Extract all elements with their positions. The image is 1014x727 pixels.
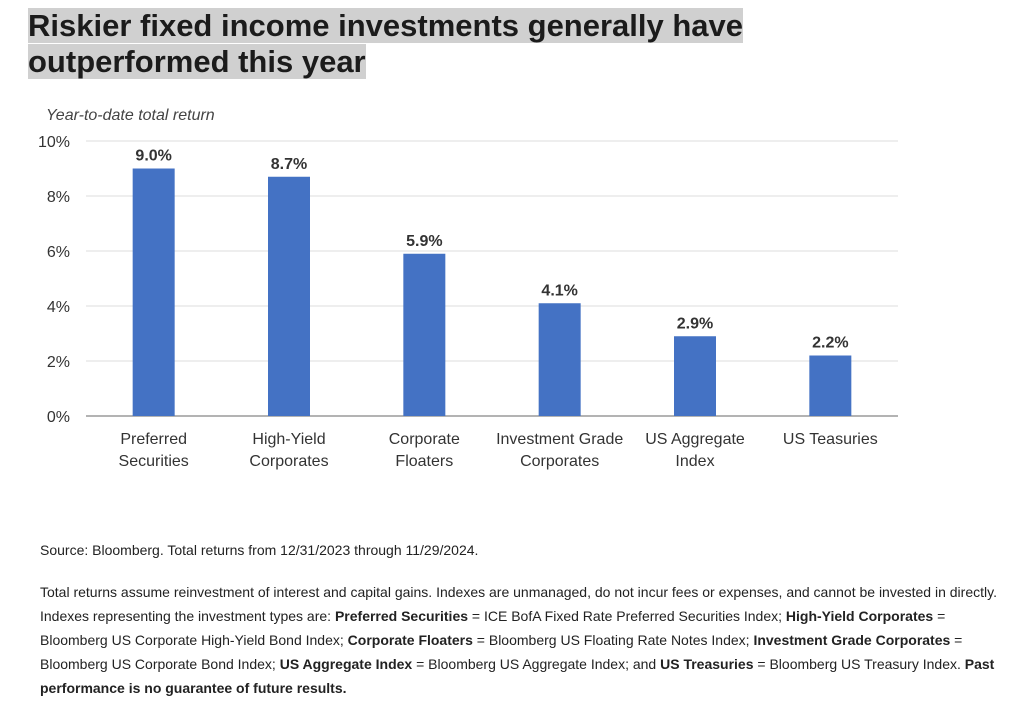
- value-labels: 9.0% 8.7% 5.9% 4.1% 2.9% 2.2%: [135, 148, 848, 352]
- bar: [538, 303, 581, 416]
- x-tick-label: Investment Grade: [496, 431, 623, 448]
- disclaimer-text: = Bloomberg US Corporate Bond Index;: [40, 632, 963, 672]
- bar: [403, 253, 446, 416]
- x-tick-label: US Teasuries: [783, 431, 878, 448]
- y-tick-label: 8%: [47, 189, 70, 206]
- bar-value-label: 2.2%: [812, 335, 848, 352]
- page-title: Riskier fixed income investments general…: [28, 8, 948, 80]
- bar-value-label: 9.0%: [135, 148, 171, 165]
- disclaimer-bold-term: US Aggregate Index: [279, 656, 413, 672]
- disclaimer-bold-term: Past performance is no guarantee of futu…: [40, 656, 995, 696]
- page-title-text: Riskier fixed income investments general…: [28, 8, 744, 79]
- disclaimer-bold-term: Corporate Floaters: [347, 632, 473, 648]
- disclaimer-bold-term: US Treasuries: [660, 656, 754, 672]
- disclaimer-text: = Bloomberg US Treasury Index.: [753, 656, 965, 672]
- x-tick-label: High-Yield: [252, 431, 325, 448]
- y-axis-ticks: 0% 2% 4% 6% 8% 10%: [38, 134, 70, 426]
- bars: [132, 168, 852, 416]
- bar-value-label: 4.1%: [541, 282, 577, 299]
- bar: [809, 355, 852, 416]
- disclaimer-note: Total returns assume reinvestment of int…: [40, 580, 1000, 700]
- x-tick-label: Corporates: [249, 453, 328, 470]
- footnotes: Source: Bloomberg. Total returns from 12…: [40, 538, 1000, 700]
- x-tick-label: Corporate: [389, 431, 460, 448]
- disclaimer-text: Total returns assume reinvestment of int…: [40, 584, 997, 624]
- bar-value-label: 5.9%: [406, 233, 442, 250]
- disclaimer-text: = Bloomberg US Floating Rate Notes Index…: [472, 632, 754, 648]
- disclaimer-bold-term: Preferred Securities: [334, 608, 469, 624]
- y-tick-label: 10%: [38, 134, 70, 151]
- gridlines: [86, 140, 898, 417]
- y-tick-label: 4%: [47, 299, 70, 316]
- disclaimer-text: = ICE BofA Fixed Rate Preferred Securiti…: [468, 608, 786, 624]
- bar: [132, 168, 175, 416]
- bar-value-label: 8.7%: [271, 156, 307, 173]
- y-tick-label: 6%: [47, 244, 70, 261]
- disclaimer-bold-term: High-Yield Corporates: [785, 608, 934, 624]
- bar-value-label: 2.9%: [677, 315, 713, 332]
- x-tick-label: Preferred: [120, 431, 187, 448]
- x-axis-labels: Preferred Securities High-Yield Corporates C…: [119, 431, 878, 470]
- x-tick-label: Securities: [119, 453, 189, 470]
- bar: [268, 176, 310, 416]
- x-tick-label: Floaters: [395, 453, 453, 470]
- bar: [674, 336, 716, 416]
- x-tick-label: US Aggregate: [645, 431, 745, 448]
- y-tick-label: 0%: [47, 409, 70, 426]
- disclaimer-text: = Bloomberg US Aggregate Index; and: [412, 656, 661, 672]
- disclaimer-bold-term: Investment Grade Corporates: [753, 632, 951, 648]
- source-note: Source: Bloomberg. Total returns from 12…: [40, 542, 479, 558]
- bar-chart: Year-to-date total return 0%2%4%6%8%10% …: [38, 107, 898, 470]
- x-tick-label: Index: [675, 453, 714, 470]
- disclaimer-text: = Bloomberg US Corporate High-Yield Bond…: [40, 608, 946, 648]
- x-tick-label: Corporates: [520, 453, 599, 470]
- y-axis-label: Year-to-date total return: [46, 107, 215, 124]
- y-tick-label: 2%: [47, 354, 70, 371]
